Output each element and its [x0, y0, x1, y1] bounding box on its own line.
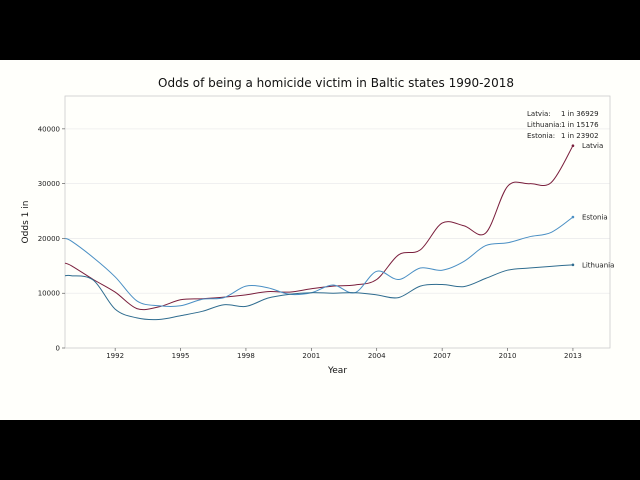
chart: Odds of being a homicide victim in Balti…	[21, 76, 614, 376]
x-tick-label: 1998	[237, 352, 255, 360]
y-tick-label: 30000	[38, 180, 60, 188]
x-tick-label: 2013	[564, 352, 582, 360]
series-lines: Latvia Estonia Lithuania	[64, 142, 614, 321]
annotation-value: 1 in 23902	[561, 132, 599, 140]
annotation-country: Estonia:	[527, 132, 555, 140]
y-tick-label: 0	[56, 345, 60, 353]
end-point-estonia	[571, 215, 575, 219]
annotation-country: Lithuania:	[527, 121, 562, 129]
annotation-country: Latvia:	[527, 110, 551, 118]
x-tick-label: 1992	[106, 352, 124, 360]
chart-title: Odds of being a homicide victim in Balti…	[158, 76, 514, 90]
annotation-value: 1 in 15176	[561, 121, 599, 129]
x-tick-label: 2004	[368, 352, 386, 360]
x-tick-label: 2010	[499, 352, 517, 360]
end-point-lithuania	[571, 263, 575, 267]
x-axis: 1992 1995 1998 2001 2004 2007 2010 2013	[106, 348, 582, 360]
final-values-annotation: Latvia: 1 in 36929 Lithuania: 1 in 15176 Est…	[527, 110, 599, 140]
x-axis-label: Year	[327, 366, 347, 376]
series-line-latvia	[64, 145, 574, 311]
x-tick-label: 2007	[433, 352, 451, 360]
annotation-value: 1 in 36929	[561, 110, 599, 118]
y-axis-label: Odds 1 in	[21, 201, 31, 244]
end-point-latvia	[571, 144, 575, 147]
chart-frame: Odds of being a homicide victim in Balti…	[0, 60, 640, 420]
y-axis: 0 10000 20000 30000 40000	[38, 125, 65, 353]
x-tick-label: 2001	[302, 352, 320, 360]
plot-area	[64, 95, 611, 349]
y-tick-label: 20000	[38, 235, 60, 243]
series-label-lithuania: Lithuania	[582, 261, 614, 269]
x-tick-label: 1995	[172, 352, 190, 360]
series-label-estonia: Estonia	[582, 214, 608, 222]
y-tick-label: 40000	[38, 125, 60, 133]
series-label-latvia: Latvia	[582, 142, 603, 150]
series-line-lithuania	[64, 264, 573, 321]
y-tick-label: 10000	[38, 290, 60, 298]
